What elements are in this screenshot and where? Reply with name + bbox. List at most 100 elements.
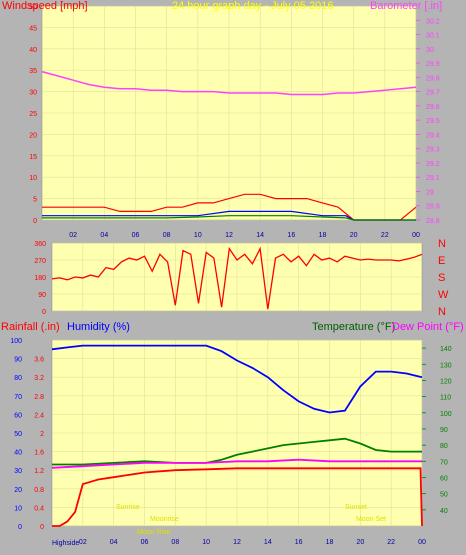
barometer-tick-label: 28.9 [426, 204, 440, 211]
humidity-axis-label: Humidity (%) [67, 321, 130, 333]
humidity-tick-label: 10 [14, 505, 22, 512]
compass-label: N [438, 306, 446, 318]
time-tick-label: 06 [132, 232, 140, 239]
temperature-tick-label: 100 [440, 411, 452, 418]
annotation-label: Moon Rise [137, 529, 171, 536]
time-tick-label: 04 [100, 232, 108, 239]
direction-tick-label: 360 [34, 241, 46, 248]
temperature-tick-label: 130 [440, 362, 452, 369]
annotation-label: Sunset [345, 504, 367, 511]
compass-label: S [438, 272, 445, 284]
humidity-tick-label: 50 [14, 431, 22, 438]
time-tick-label: 12 [225, 232, 233, 239]
rainfall-tick-label: 0.8 [34, 487, 44, 494]
temperature-tick-label: 40 [440, 508, 448, 515]
rainfall-tick-label: 3.2 [34, 375, 44, 382]
time-tick-label: 02 [69, 232, 77, 239]
time-tick-label: 08 [163, 232, 171, 239]
windspeed-tick-label: 5 [33, 197, 37, 204]
annotation-label: Moon Set [356, 516, 386, 523]
barometer-tick-label: 29.8 [426, 75, 440, 82]
time-tick-label: 00 [412, 232, 420, 239]
humidity-tick-label: 60 [14, 412, 22, 419]
humidity-tick-label: 0 [18, 524, 22, 531]
rainfall-tick-label: 0.4 [34, 505, 44, 512]
temperature-tick-label: 70 [440, 459, 448, 466]
time-tick-label: 08 [171, 539, 179, 546]
temperature-tick-label: 80 [440, 443, 448, 450]
annotation-label: Highside [52, 540, 79, 547]
time-tick-label: 00 [418, 539, 426, 546]
barometer-tick-label: 30.1 [426, 33, 440, 40]
humidity-tick-label: 30 [14, 468, 22, 475]
temperature-tick-label: 90 [440, 427, 448, 434]
time-tick-label: 14 [256, 232, 264, 239]
humidity-tick-label: 100 [10, 338, 22, 345]
windspeed-tick-label: 35 [29, 68, 37, 75]
rainfall-tick-label: 3.6 [34, 357, 44, 364]
temperature-tick-label: 50 [440, 492, 448, 499]
dewpoint-axis-label: Dew Point (°F) [392, 321, 464, 333]
time-tick-label: 18 [319, 232, 327, 239]
time-tick-label: 04 [110, 539, 118, 546]
windspeed-tick-label: 25 [29, 111, 37, 118]
barometer-tick-label: 29.4 [426, 132, 440, 139]
time-tick-label: 02 [79, 539, 87, 546]
series-barometer [41, 70, 417, 96]
temperature-axis-label: Temperature (°F) [312, 321, 395, 333]
rainfall-tick-label: 1.2 [34, 468, 44, 475]
compass-label: E [438, 255, 445, 267]
barometer-tick-label: 29.2 [426, 161, 440, 168]
barometer-tick-label: 29.9 [426, 61, 440, 68]
direction-tick-label: 180 [34, 275, 46, 282]
barometer-axis-label: Barometer [.in] [370, 0, 442, 12]
temperature-tick-label: 120 [440, 378, 452, 385]
barometer-tick-label: 30 [426, 47, 434, 54]
windspeed-tick-label: 30 [29, 90, 37, 97]
series-dew-point [51, 458, 422, 469]
series-temperature [52, 437, 422, 466]
time-tick-label: 10 [202, 539, 210, 546]
barometer-tick-label: 29.6 [426, 104, 440, 111]
windspeed-tick-label: 45 [29, 25, 37, 32]
humidity-tick-label: 40 [14, 450, 22, 457]
barometer-tick-label: 29.7 [426, 90, 440, 97]
time-tick-label: 18 [326, 539, 334, 546]
temperature-tick-label: 60 [440, 475, 448, 482]
rainfall-tick-label: 0 [40, 524, 44, 531]
windspeed-tick-label: 10 [29, 175, 37, 182]
barometer-tick-label: 30.2 [426, 18, 440, 25]
series-rainfall [52, 467, 423, 527]
time-tick-label: 20 [356, 539, 364, 546]
series-wind-average [42, 215, 416, 221]
windspeed-tick-label: 15 [29, 154, 37, 161]
rainfall-axis-label: Rainfall (.in) [1, 321, 60, 333]
windspeed-tick-label: 0 [33, 218, 37, 225]
humidity-tick-label: 80 [14, 375, 22, 382]
direction-tick-label: 270 [34, 258, 46, 265]
time-tick-label: 12 [233, 539, 241, 546]
windspeed-axis-label: Windspeed [mph] [2, 0, 88, 12]
humidity-tick-label: 70 [14, 394, 22, 401]
series-wind-direction [51, 246, 423, 310]
rainfall-tick-label: 2.8 [34, 394, 44, 401]
time-tick-label: 16 [287, 232, 295, 239]
time-tick-label: 10 [194, 232, 202, 239]
time-tick-label: 20 [350, 232, 358, 239]
annotation-label: Moonrise [150, 516, 179, 523]
temperature-tick-label: 140 [440, 346, 452, 353]
barometer-tick-label: 29.5 [426, 118, 440, 125]
temperature-tick-label: 110 [440, 395, 451, 402]
direction-tick-label: 90 [38, 292, 46, 299]
rainfall-tick-label: 1.6 [34, 450, 44, 457]
direction-tick-label: 0 [42, 309, 46, 316]
series-wind-speed [42, 210, 416, 221]
time-tick-label: 16 [295, 539, 303, 546]
barometer-tick-label: 29.3 [426, 147, 440, 154]
series-humidity [51, 344, 423, 414]
barometer-tick-label: 28.8 [426, 218, 440, 225]
barometer-tick-label: 29.1 [426, 175, 440, 182]
windspeed-tick-label: 20 [29, 132, 37, 139]
